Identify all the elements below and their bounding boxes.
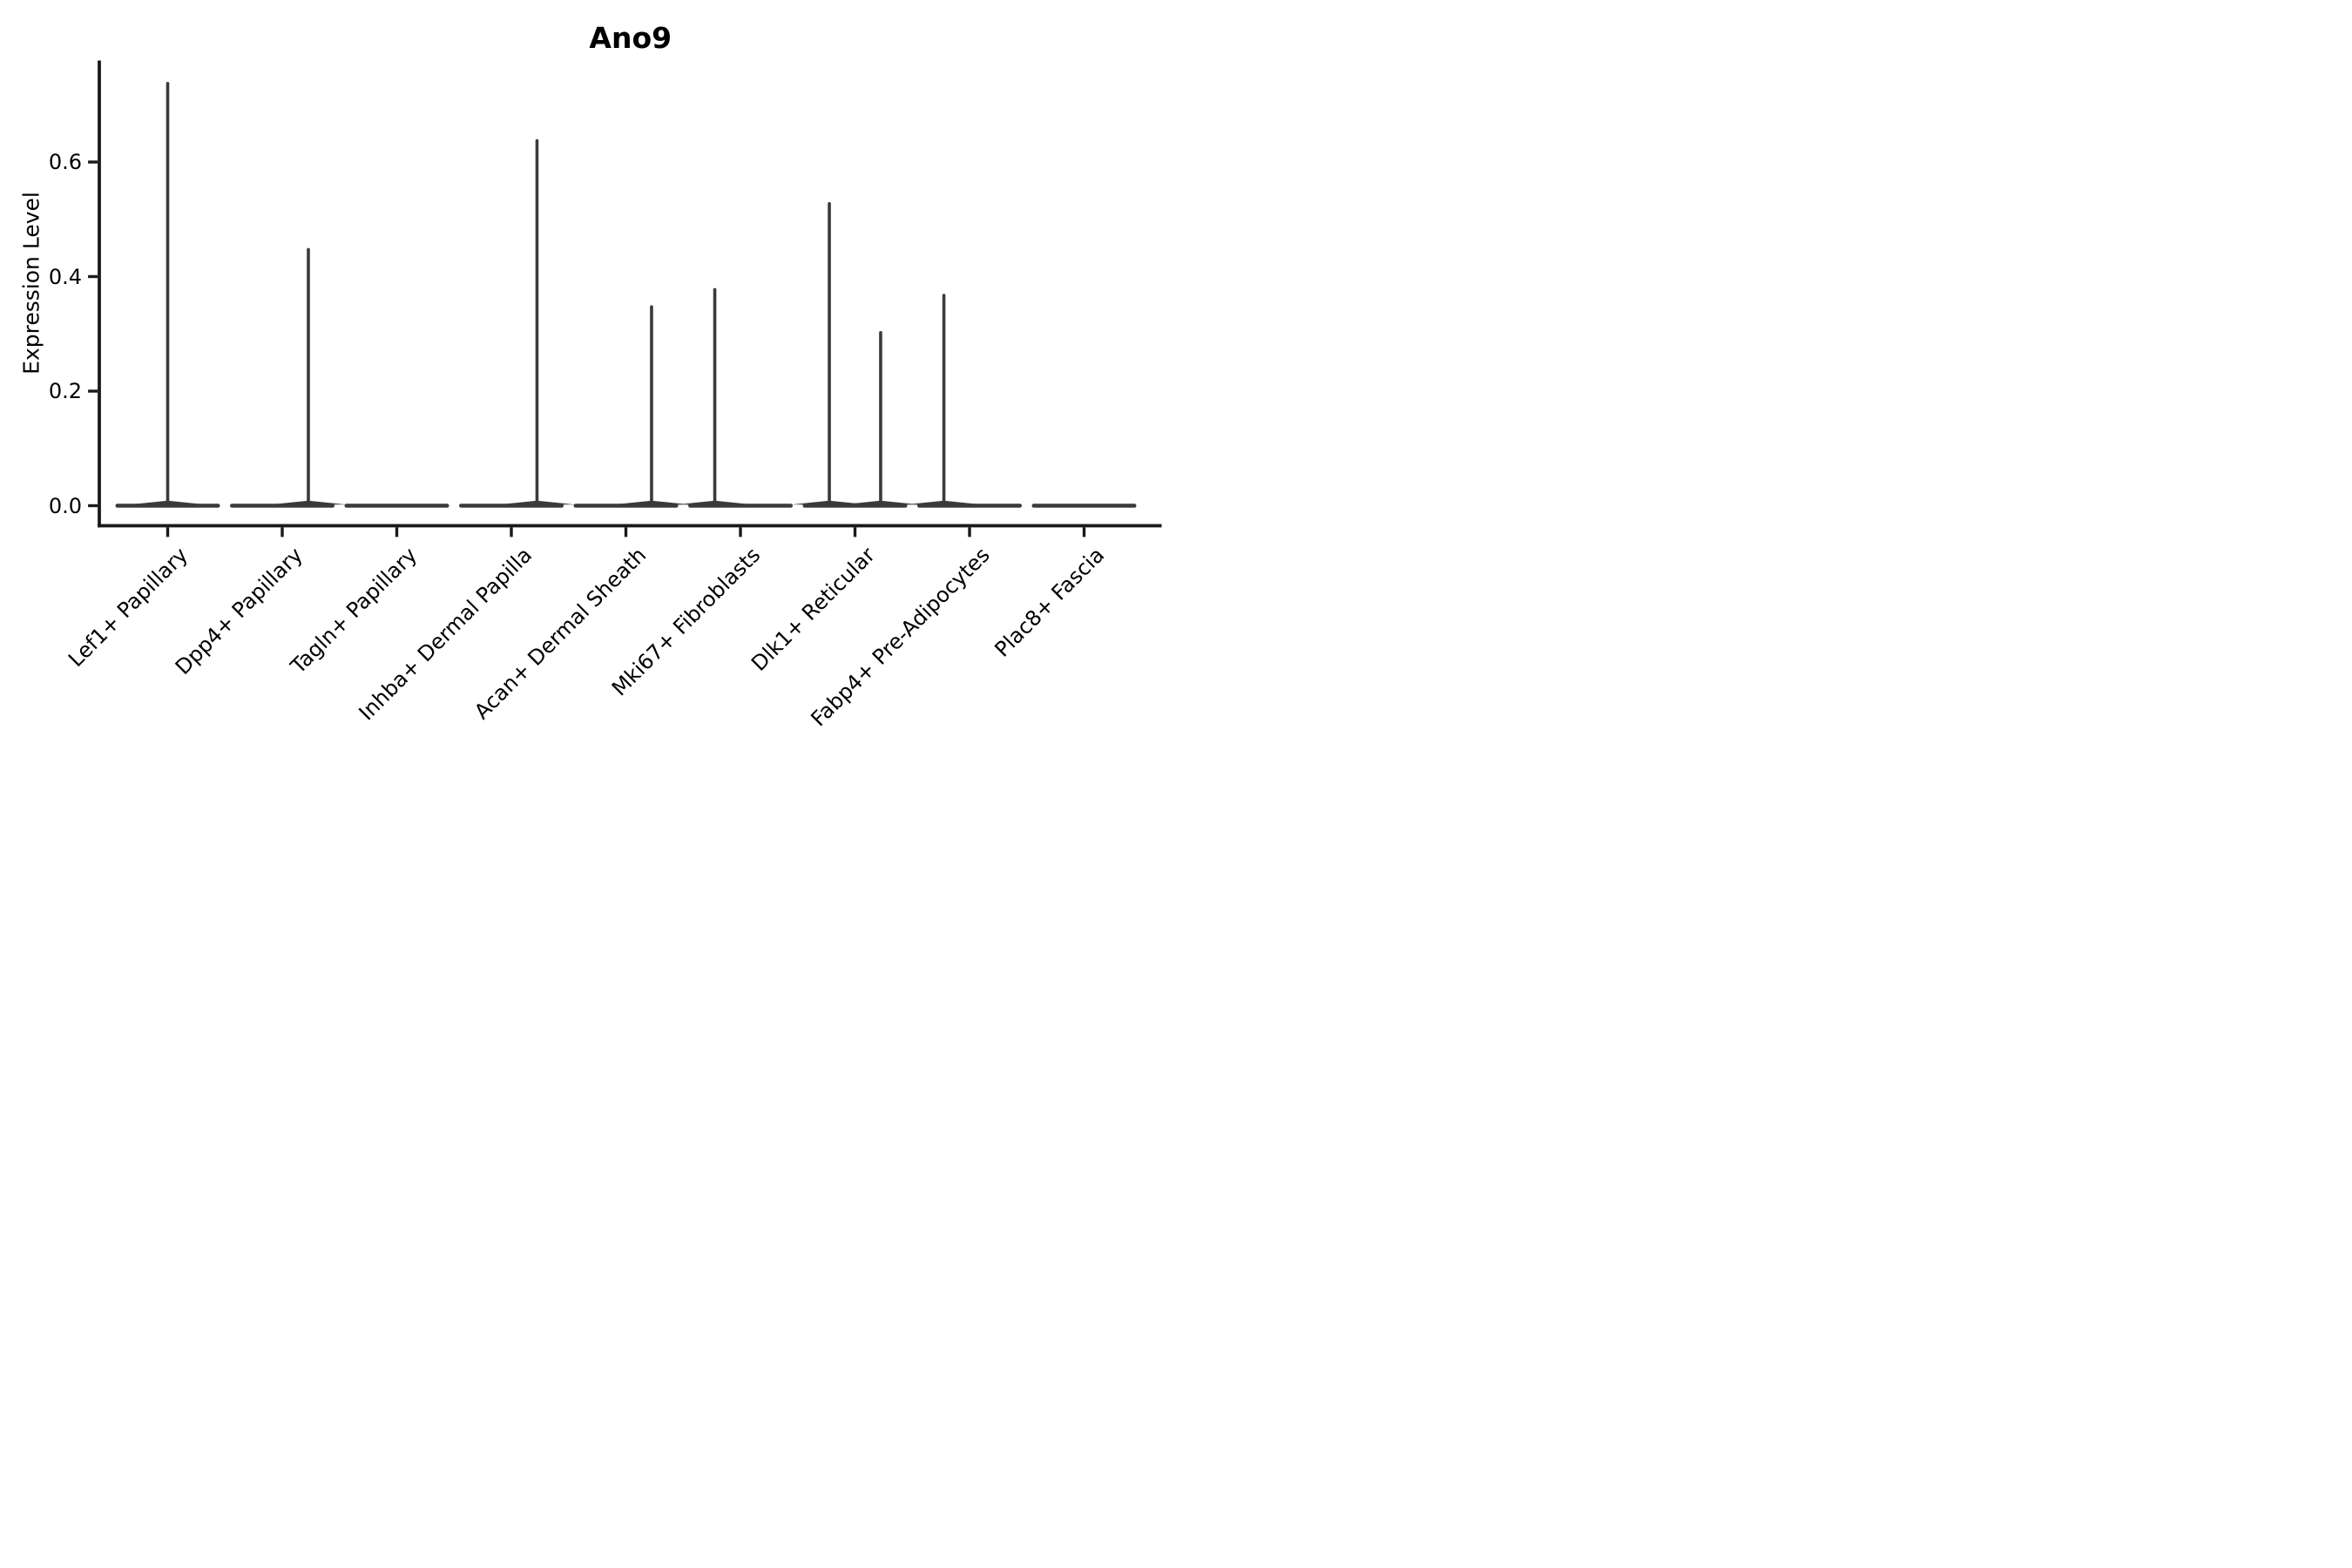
- violin-body: [917, 504, 1022, 508]
- x-tick-mark: [510, 527, 513, 537]
- violin-spike: [828, 202, 831, 506]
- violin-body: [344, 504, 449, 508]
- x-tick-mark: [624, 527, 628, 537]
- chart-title: Ano9: [589, 21, 672, 55]
- plot-area: [88, 60, 1162, 537]
- x-tick-mark: [853, 527, 857, 537]
- violin-spike: [650, 305, 653, 506]
- violin-spike: [942, 294, 946, 506]
- y-tick-mark: [88, 160, 98, 164]
- y-tick-label: 0.0: [48, 493, 82, 518]
- violin-body: [1031, 504, 1137, 508]
- violin-body: [573, 504, 679, 508]
- y-axis-label: Expression Level: [18, 192, 44, 375]
- x-tick-mark: [739, 527, 742, 537]
- y-tick-mark: [88, 389, 98, 393]
- x-tick-mark: [280, 527, 284, 537]
- y-tick-label: 0.2: [48, 379, 82, 403]
- violin-spike: [879, 330, 882, 506]
- y-tick-label: 0.4: [48, 264, 82, 289]
- y-tick-mark: [88, 274, 98, 279]
- x-tick-mark: [1082, 527, 1086, 537]
- x-tick-mark: [166, 527, 170, 537]
- violin-spike: [166, 81, 170, 506]
- x-tick-mark: [968, 527, 971, 537]
- violin-spike: [713, 287, 717, 506]
- x-tick-mark: [395, 527, 399, 537]
- violin-spike: [535, 139, 539, 506]
- violin-body: [802, 504, 908, 508]
- violin-plot-figure: Ano9 Expression Level 0.0 0.2 0.4 0.6 Lef1+ …: [0, 0, 1176, 784]
- violin-body: [688, 504, 793, 508]
- y-axis-spine: [98, 60, 101, 528]
- y-tick-label: 0.6: [48, 150, 82, 174]
- violin-body: [230, 504, 335, 508]
- violin-spike: [307, 247, 310, 506]
- violin-body: [459, 504, 564, 508]
- y-tick-mark: [88, 504, 98, 508]
- x-axis-spine: [98, 524, 1162, 528]
